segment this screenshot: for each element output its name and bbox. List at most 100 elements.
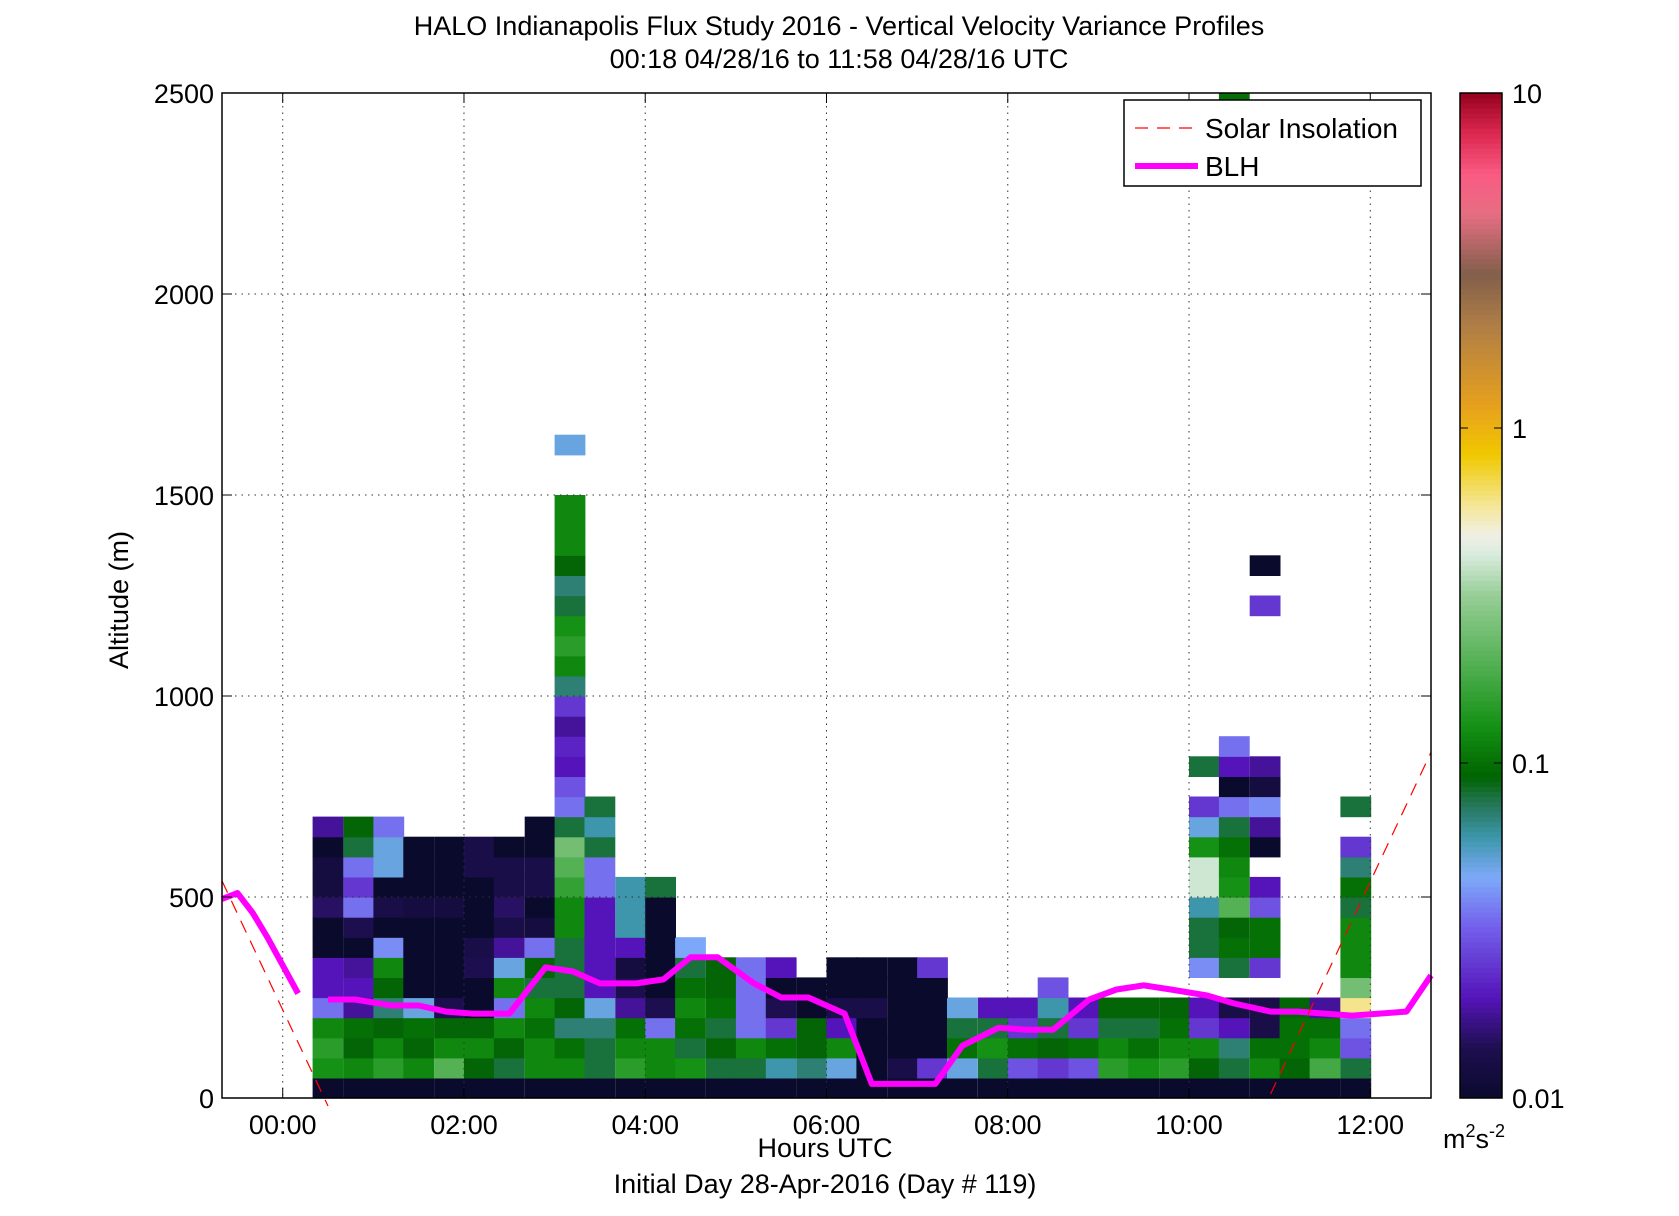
colorbar-segment <box>1460 374 1502 380</box>
heatmap-cell <box>312 1077 344 1099</box>
solar-insolation-line <box>221 880 329 1107</box>
heatmap-cell <box>1037 1037 1069 1059</box>
heatmap-cell <box>1007 1057 1039 1079</box>
colorbar-segment <box>1460 1077 1502 1084</box>
heatmap-cell <box>1189 1057 1220 1079</box>
heatmap-cell <box>554 1057 586 1079</box>
y-tick-label: 2000 <box>154 280 214 310</box>
colorbar-segment <box>1460 489 1502 496</box>
heatmap-cell <box>554 897 586 918</box>
heatmap-cell <box>645 897 676 918</box>
colorbar-segment <box>1460 309 1502 315</box>
colorbar-segment <box>1460 665 1502 672</box>
x-tick-label: 06:00 <box>793 1110 861 1140</box>
colorbar-segment <box>1460 258 1502 265</box>
heatmap-cell <box>464 897 495 918</box>
colorbar-segment <box>1460 98 1502 104</box>
heatmap-cell <box>675 1017 706 1039</box>
heatmap-cell <box>1128 1017 1160 1039</box>
heatmap-cell <box>554 876 586 898</box>
colorbar-segment <box>1460 1067 1502 1074</box>
colorbar-segment <box>1460 324 1502 330</box>
heatmap-cell <box>434 917 465 938</box>
colorbar-segment <box>1460 756 1502 762</box>
heatmap-cell <box>584 937 616 958</box>
colorbar-segment <box>1460 766 1502 772</box>
heatmap-cell <box>1189 1077 1220 1099</box>
colorbar-segment <box>1460 188 1502 194</box>
heatmap-cell <box>826 1037 858 1059</box>
colorbar-segment <box>1460 575 1502 581</box>
heatmap-cell <box>1189 876 1220 898</box>
colorbar-segment <box>1460 590 1502 596</box>
heatmap-cell <box>856 997 888 1019</box>
colorbar-segment <box>1460 902 1502 908</box>
heatmap-cell <box>554 434 586 456</box>
heatmap-cell <box>373 977 405 999</box>
colorbar-segment <box>1460 791 1502 797</box>
heatmap-cell <box>1309 1017 1341 1039</box>
heatmap-cell <box>1098 1017 1130 1039</box>
heatmap-cell <box>1249 897 1281 918</box>
legend: Solar Insolation BLH <box>1123 99 1422 187</box>
heatmap-cell <box>1249 917 1281 938</box>
heatmap-cell <box>434 856 465 878</box>
colorbar-segment <box>1460 304 1502 310</box>
colorbar-segment <box>1460 283 1502 290</box>
heatmap-cell <box>343 977 375 999</box>
heatmap-cell <box>796 1017 828 1039</box>
heatmap-cell <box>343 1017 375 1039</box>
colorbar-tick-label: 10 <box>1512 79 1542 109</box>
colorbar-segment <box>1460 977 1502 983</box>
heatmap-cell <box>826 1077 858 1099</box>
heatmap-cell <box>554 1017 586 1039</box>
colorbar-segment <box>1460 972 1502 978</box>
heatmap-cell <box>403 1077 435 1099</box>
heatmap-cell <box>312 977 344 999</box>
colorbar-segment <box>1460 329 1502 335</box>
colorbar-segment <box>1460 982 1502 988</box>
heatmap-cell <box>584 1017 616 1039</box>
heatmap-cell <box>1249 816 1281 838</box>
colorbar-segment <box>1460 158 1502 164</box>
heatmap-cell <box>1340 937 1372 958</box>
heatmap-cell <box>1340 917 1372 938</box>
heatmap-cell <box>524 1077 556 1099</box>
colorbar-segment <box>1460 1032 1502 1039</box>
heatmap-cell <box>312 816 344 838</box>
heatmap-cell <box>1279 1057 1311 1079</box>
heatmap-cell <box>1159 1057 1190 1079</box>
heatmap-cell <box>1159 1017 1190 1039</box>
heatmap-cell <box>1218 836 1250 858</box>
heatmap-cell <box>1189 836 1220 858</box>
heatmap-cell <box>403 897 435 918</box>
heatmap-cell <box>735 1077 767 1099</box>
heatmap-cell <box>706 1017 737 1039</box>
heatmap-cell <box>615 897 647 918</box>
heatmap-cell <box>434 1037 465 1059</box>
colorbar-segment <box>1460 721 1502 727</box>
heatmap-cell <box>1098 1057 1130 1079</box>
colorbar-segment <box>1460 339 1502 345</box>
colorbar-tick-label: 1 <box>1512 414 1527 444</box>
heatmap-cell <box>584 957 616 978</box>
heatmap-cell <box>1340 977 1372 999</box>
colorbar-segment <box>1460 193 1502 200</box>
heatmap-cell <box>1340 957 1372 978</box>
heatmap-cell <box>645 937 676 958</box>
colorbar-segment <box>1460 439 1502 446</box>
heatmap-cell <box>826 977 858 999</box>
heatmap-cell <box>554 917 586 938</box>
heatmap-cell <box>493 1077 525 1099</box>
colorbar-segment <box>1460 580 1502 586</box>
heatmap-cell <box>947 1017 978 1039</box>
colorbar-segment <box>1460 831 1502 838</box>
heatmap-cell <box>464 1077 495 1099</box>
colorbar-segment <box>1460 444 1502 451</box>
colorbar-segment <box>1460 123 1502 129</box>
heatmap-cell <box>735 1037 767 1059</box>
x-tick-label: 04:00 <box>611 1110 679 1140</box>
heatmap-cell <box>1159 997 1190 1019</box>
heatmap-cell <box>1249 595 1281 617</box>
colorbar-segment <box>1460 474 1502 481</box>
